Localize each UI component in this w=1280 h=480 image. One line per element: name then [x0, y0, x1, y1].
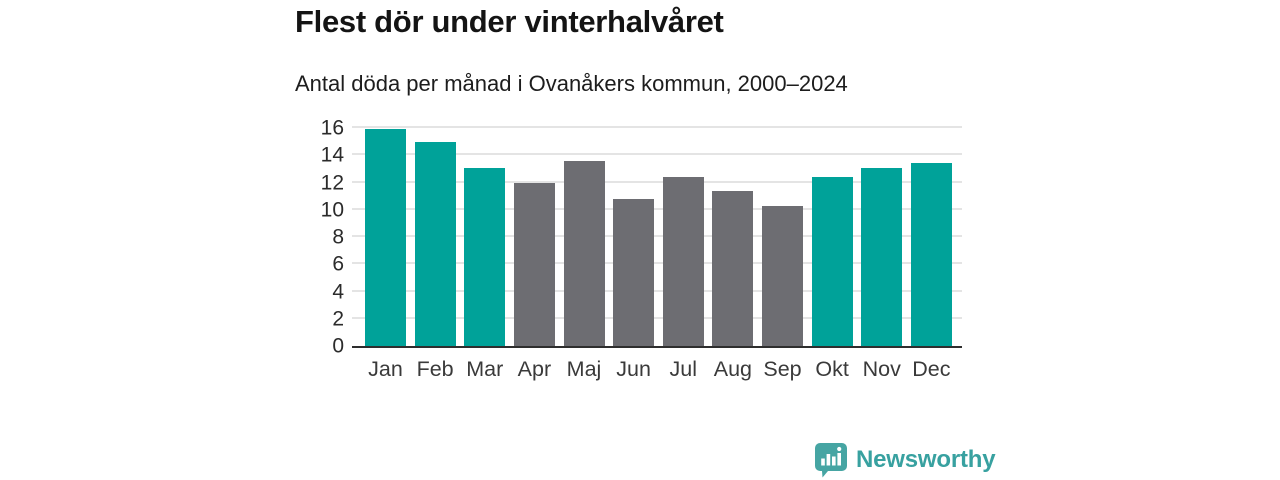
brand-name: Newsworthy	[856, 446, 996, 473]
bars-container: Jan Feb Mar Apr Maj Jun Jul Aug Sep Okt Nov Dec	[355, 128, 962, 380]
bar-cell-maj: Maj	[563, 128, 605, 380]
bar-okt	[811, 177, 853, 346]
x-axis-line	[352, 346, 962, 348]
x-axis-label-aug: Aug	[713, 357, 753, 381]
bar-sep	[762, 205, 803, 346]
y-axis-tick-label: 0	[332, 334, 344, 358]
bar-cell-jan: Jan	[365, 128, 406, 380]
x-axis-label-nov: Nov	[862, 357, 901, 381]
chart-title: Flest dör under vinterhalvåret	[295, 4, 724, 39]
bar-cell-mar: Mar	[464, 128, 506, 380]
bar-jun	[613, 198, 655, 346]
bar-cell-okt: Okt	[811, 128, 853, 380]
x-axis-label-jul: Jul	[669, 357, 697, 381]
y-axis-tick-label: 4	[332, 280, 344, 303]
bar-mar	[464, 167, 506, 346]
x-axis-label-jun: Jun	[616, 357, 651, 381]
bar-maj	[563, 160, 605, 346]
bar-cell-sep: Sep	[762, 128, 803, 380]
x-axis-label-maj: Maj	[566, 357, 602, 381]
y-axis-tick-label: 12	[320, 171, 344, 194]
bar-apr	[513, 182, 555, 346]
y-axis-tick-label: 6	[332, 252, 344, 276]
chart-subtitle: Antal döda per månad i Ovanåkers kommun,…	[295, 71, 848, 96]
bar-feb	[414, 141, 456, 346]
y-axis-tick-label: 8	[332, 225, 344, 249]
bar-cell-jul: Jul	[662, 128, 704, 380]
bar-dec	[910, 163, 952, 346]
bar-cell-nov: Nov	[861, 128, 903, 380]
bar-cell-dec: Dec	[910, 128, 952, 380]
bar-cell-feb: Feb	[414, 128, 456, 380]
x-axis-label-dec: Dec	[912, 357, 951, 381]
bar-cell-jun: Jun	[613, 128, 655, 380]
brand-footer: Newsworthy	[814, 442, 996, 478]
y-axis-tick-label: 16	[320, 116, 344, 140]
bar-jul	[662, 177, 704, 346]
x-axis-label-jan: Jan	[368, 357, 403, 381]
bar-aug	[712, 190, 754, 346]
x-axis-label-sep: Sep	[763, 357, 802, 381]
y-axis-tick-label: 14	[320, 143, 344, 167]
bar-chart-plot-area: 0 2 4 6 8 10 12 14 16 Jan Feb Mar Apr Maj Jun Jul Aug Se…	[321, 118, 962, 380]
x-axis-label-apr: Apr	[517, 357, 552, 381]
y-axis-tick-label: 10	[320, 198, 344, 222]
bar-jan	[365, 129, 406, 346]
x-axis-label-mar: Mar	[466, 357, 504, 381]
bar-cell-apr: Apr	[513, 128, 555, 380]
newsworthy-logo-icon	[815, 443, 847, 478]
x-axis-label-okt: Okt	[815, 357, 849, 381]
bar-cell-aug: Aug	[712, 128, 754, 380]
bar-nov	[861, 167, 903, 346]
x-axis-label-feb: Feb	[416, 357, 454, 381]
y-axis-tick-label: 2	[332, 307, 344, 331]
